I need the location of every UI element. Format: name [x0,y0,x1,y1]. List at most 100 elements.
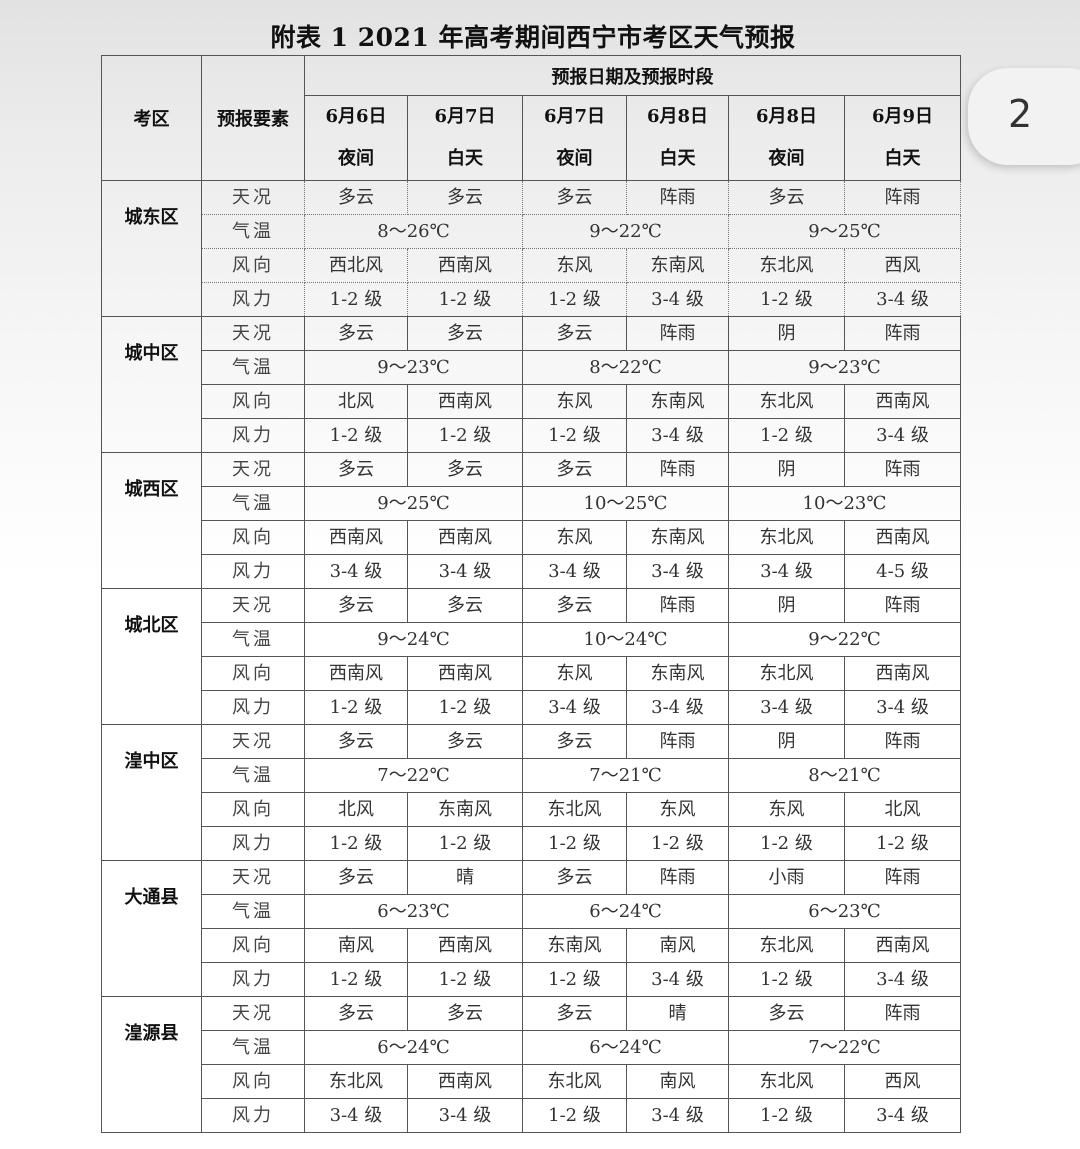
wind-dir-cell: 北风 [843,792,962,827]
temp-cell: 6～24℃ [522,894,729,929]
temp-cell: 7～22℃ [727,1030,962,1065]
element-label-weather: 天况 [201,452,305,487]
temp-cell: 7～21℃ [522,758,729,793]
period-date: 6月8日 [755,106,818,127]
header-period-group: 预报日期及预报时段 [303,55,962,96]
district-group: 城中区 天况 多云 多云 多云 阵雨阴阵雨 气温 9～23℃ 8～22℃ 9～23℃ 风向 北风 西南风… [101,316,962,453]
table-row: 风力 1-2 级 1-2 级 1-2 级 1-2 级 1-2 级 1-2 级 [102,826,962,861]
wind-dir-cell: 东北风 [728,656,845,691]
wind-dir-cell: 东南风 [407,792,523,827]
weather-cell: 阵雨 [626,588,729,623]
table-row: 风力 3-4 级 3-4 级 1-2 级 3-4 级 1-2 级 3-4 级 [102,1098,962,1133]
weather-cell: 多云 [407,452,523,487]
wind-force-cell: 3-4 级 [626,962,729,997]
period-time: 白天 [884,148,921,169]
table-row: 大通县 天况 多云晴多云 阵雨 小雨 阵雨 [101,860,962,997]
wind-dir-cell: 西南风 [843,520,962,555]
wind-force-cell: 3-4 级 [304,554,408,589]
wind-force-cell: 1-2 级 [407,282,523,317]
wind-dir-cell: 东南风 [626,520,729,555]
district-name: 城北区 [101,588,202,725]
temp-cell: 6～24℃ [522,1030,729,1065]
element-label-wind-dir: 风向 [201,928,305,963]
wind-force-cell: 3-4 级 [728,690,845,725]
table-row: 风力 1-2 级 1-2 级 1-2 级 3-4 级 1-2 级 3-4 级 [102,282,962,317]
element-label-weather: 天况 [201,180,305,215]
weather-cell: 阵雨 [843,724,962,759]
wind-dir-cell: 南风 [626,1064,729,1099]
weather-cell: 多云 [407,316,523,351]
element-label-temp: 气温 [201,758,305,793]
table-row: 风向 北风 西南风 东风 东南风 东北风 西南风 [102,384,962,419]
element-label-temp: 气温 [201,1030,305,1065]
table-row: 风力 1-2 级 1-2 级 3-4 级 3-4 级 3-4 级 3-4 级 [102,690,962,725]
wind-force-cell: 1-2 级 [728,1098,845,1133]
wind-dir-cell: 东风 [522,656,627,691]
table-row: 风向 西北风 西南风 东风 东南风 东北风 西风 [102,248,962,283]
table-row: 湟源县 天况 多云 多云 多云晴多云 阵雨 [101,996,962,1133]
table-row: 风向 东北风 西南风 东北风 南风 东北风 西风 [102,1064,962,1099]
period-time: 夜间 [556,148,593,169]
wind-dir-cell: 东北风 [728,928,845,963]
district-name: 城东区 [101,180,202,317]
table-row: 城中区 天况 多云 多云 多云 阵雨阴阵雨 [101,316,962,453]
header-period: 6月7日 白天 [407,95,523,181]
wind-dir-cell: 西北风 [304,248,408,283]
weather-cell: 多云 [407,996,523,1031]
element-label-wind-force: 风力 [201,554,305,589]
element-label-weather: 天况 [201,316,305,351]
temp-cell: 10～23℃ [727,486,962,521]
weather-cell: 阵雨 [843,996,962,1031]
weather-cell: 多云 [304,180,408,215]
weather-cell: 多云 [304,452,408,487]
wind-dir-cell: 东南风 [522,928,627,963]
weather-cell: 多云 [304,996,408,1031]
period-date: 6月7日 [543,106,606,127]
temp-cell: 9～22℃ [727,622,962,657]
wind-force-cell: 1-2 级 [304,282,408,317]
temp-cell: 6～23℃ [727,894,962,929]
element-label-wind-dir: 风向 [201,1064,305,1099]
district-name: 湟源县 [101,996,202,1133]
wind-dir-cell: 西南风 [843,656,962,691]
wind-dir-cell: 南风 [626,928,729,963]
wind-dir-cell: 东北风 [304,1064,408,1099]
temp-cell: 9～25℃ [727,214,962,249]
element-label-wind-force: 风力 [201,962,305,997]
weather-cell: 多云 [522,860,627,895]
weather-cell: 阵雨 [843,452,962,487]
header-period: 6月6日 夜间 [304,95,408,181]
weather-cell: 阵雨 [626,724,729,759]
temp-cell: 6～24℃ [304,1030,523,1065]
wind-force-cell: 1-2 级 [407,962,523,997]
wind-force-cell: 3-4 级 [626,690,729,725]
weather-cell: 阵雨 [626,180,729,215]
weather-cell: 阵雨 [626,452,729,487]
wind-force-cell: 3-4 级 [626,282,729,317]
temp-cell: 10～24℃ [522,622,729,657]
table-row: 风向 西南风 西南风 东风 东南风 东北风 西南风 [102,656,962,691]
element-label-wind-force: 风力 [201,826,305,861]
element-label-wind-dir: 风向 [201,792,305,827]
wind-force-cell: 3-4 级 [626,1098,729,1133]
weather-cell: 阴 [728,452,845,487]
wind-dir-cell: 东风 [522,384,627,419]
table-row: 气温 9～24℃ 10～24℃ 9～22℃ [102,622,962,657]
wind-dir-cell: 东风 [728,792,845,827]
header-period: 6月8日 白天 [626,95,729,181]
page-number-badge[interactable]: 2 [968,68,1080,165]
weather-cell: 阵雨 [843,588,962,623]
wind-force-cell: 4-5 级 [843,554,962,589]
wind-dir-cell: 东南风 [626,248,729,283]
table-row: 湟中区 天况 多云 多云 多云 阵雨阴阵雨 [101,724,962,861]
table-row: 气温 9～25℃ 10～25℃ 10～23℃ [102,486,962,521]
weather-cell: 多云 [304,588,408,623]
district-group: 湟中区 天况 多云 多云 多云 阵雨阴阵雨 气温 7～22℃ 7～21℃ 8～21℃ 风向 北风 东南风… [101,724,962,861]
table-row: 风力 3-4 级 3-4 级 3-4 级 3-4 级 3-4 级 4-5 级 [102,554,962,589]
weather-cell: 阴 [728,588,845,623]
table-row: 风向 北风 东南风 东北风 东风 东风 北风 [102,792,962,827]
weather-cell: 多云 [304,316,408,351]
wind-force-cell: 1-2 级 [522,826,627,861]
element-label-temp: 气温 [201,622,305,657]
table-row: 气温 6～23℃ 6～24℃ 6～23℃ [102,894,962,929]
